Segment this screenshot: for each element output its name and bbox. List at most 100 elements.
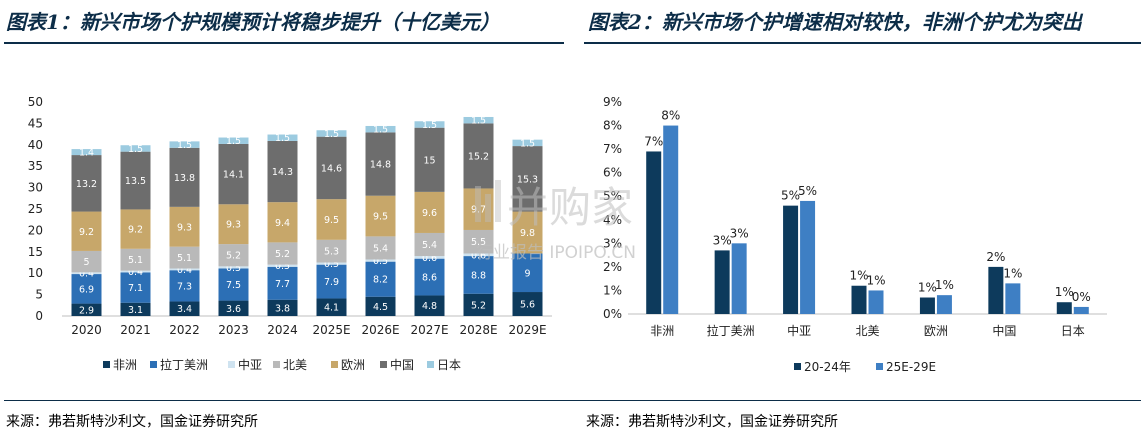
data-label: 5.6	[520, 300, 535, 311]
x-tick-label: 中国	[992, 323, 1016, 338]
data-label: 0.6	[471, 250, 486, 261]
bar-segment	[365, 236, 396, 260]
bar-segment	[71, 211, 102, 251]
bar	[783, 205, 799, 314]
bar-segment	[414, 295, 445, 316]
bar-segment	[463, 229, 494, 254]
bar-segment	[463, 188, 494, 230]
bar	[936, 295, 952, 314]
y-tick-label: 25	[28, 202, 43, 216]
data-label: 5.4	[422, 240, 437, 251]
bar-segment	[71, 272, 102, 275]
data-label: 5.4	[373, 243, 388, 254]
bar-segment	[169, 268, 200, 271]
bar-segment	[512, 139, 543, 147]
bar-segment	[71, 274, 102, 304]
data-label: 0.5	[275, 261, 290, 272]
bar-segment	[365, 195, 396, 237]
bar-segment	[267, 264, 298, 267]
bar-segment	[120, 302, 151, 316]
bar-segment	[316, 298, 347, 316]
bar-segment	[316, 262, 347, 265]
data-label: 5.2	[226, 251, 241, 262]
y-tick-label: 10	[28, 266, 43, 280]
y-tick-label: 5	[35, 288, 43, 302]
y-tick-label: 8%	[603, 119, 622, 133]
data-label: 0.4	[79, 269, 94, 280]
data-label: 14.6	[321, 163, 342, 174]
data-label: 1%	[935, 278, 954, 292]
bar	[988, 266, 1004, 314]
bar-segment	[218, 204, 249, 245]
bar	[851, 285, 867, 314]
data-label: 13.8	[174, 173, 195, 184]
data-label: 0.5	[373, 256, 388, 267]
bar-segment	[267, 202, 298, 243]
data-label: 9.6	[422, 208, 437, 219]
data-label: 5.5	[471, 237, 486, 248]
data-label: 7%	[644, 134, 663, 148]
left-chart-title: 图表1：新兴市场个护规模预计将稳步提升（十亿美元）	[6, 10, 500, 34]
data-label: 7.7	[275, 279, 290, 290]
data-label: 13.2	[76, 179, 97, 190]
data-label: 1%	[866, 273, 885, 287]
data-label: 9.5	[373, 212, 388, 223]
data-label: 3.6	[226, 304, 241, 315]
x-tick-label: 2023	[218, 323, 249, 337]
data-label: 14.3	[272, 167, 293, 178]
data-label: 0.5	[226, 263, 241, 274]
bar-segment	[414, 121, 445, 128]
x-tick-label: 2027E	[410, 323, 448, 337]
data-label: 5.3	[324, 247, 339, 258]
data-label: 8.8	[471, 270, 486, 281]
data-label: 0.5	[324, 259, 339, 270]
data-label: 1%	[1055, 285, 1074, 299]
x-tick-label: 欧洲	[924, 324, 948, 338]
bar-segment	[316, 239, 347, 263]
data-label: 1%	[849, 269, 868, 283]
bar-segment	[169, 270, 200, 302]
stacked-bar-chart-regional-market-size: 051015202530354045502.96.90.459.213.21.4…	[28, 95, 552, 372]
data-label: 9.3	[226, 220, 241, 231]
bar-segment	[120, 209, 151, 249]
legend-label: 欧洲	[341, 358, 365, 372]
y-tick-label: 0%	[603, 307, 622, 321]
bar-segment	[365, 132, 396, 196]
bar-segment	[463, 253, 494, 257]
data-label: 5	[83, 257, 89, 268]
data-label: 0.6	[422, 253, 437, 264]
data-label: 14.8	[370, 160, 391, 171]
y-tick-label: 9%	[603, 95, 622, 109]
legend-swatch	[876, 363, 883, 370]
data-label: 13.5	[125, 176, 146, 187]
bar-segment	[365, 261, 396, 297]
bar-segment	[169, 147, 200, 207]
x-tick-label: 中亚	[787, 323, 811, 338]
y-tick-label: 6%	[603, 166, 622, 180]
data-label: 5.2	[471, 300, 486, 311]
data-label: 1.5	[471, 116, 486, 127]
x-tick-label: 2025E	[312, 323, 350, 337]
x-tick-label: 2022	[169, 323, 200, 337]
data-label: 2%	[986, 250, 1005, 264]
bar-segment	[120, 248, 151, 271]
bar	[731, 243, 747, 314]
bar	[1073, 306, 1089, 314]
data-label: 3.8	[275, 303, 290, 314]
legend-swatch	[794, 363, 801, 370]
data-label: 9.2	[128, 225, 143, 236]
x-tick-label: 2028E	[459, 323, 497, 337]
bar-segment	[316, 199, 347, 240]
bar-segment	[414, 191, 445, 233]
data-label: 1.5	[128, 144, 143, 155]
bar-segment	[463, 123, 494, 189]
y-tick-label: 45	[28, 116, 43, 130]
x-tick-label: 北美	[855, 324, 879, 338]
y-tick-label: 7%	[603, 142, 622, 156]
y-tick-label: 2%	[603, 260, 622, 274]
y-tick-label: 15	[28, 245, 43, 259]
growth-rate-bar-chart: 0%1%2%3%4%5%6%7%8%9%7%8%非洲3%3%拉丁美洲5%5%中亚…	[603, 95, 1107, 374]
bar-segment	[169, 206, 200, 247]
data-label: 9.8	[520, 228, 535, 239]
data-label: 0.4	[177, 265, 192, 276]
